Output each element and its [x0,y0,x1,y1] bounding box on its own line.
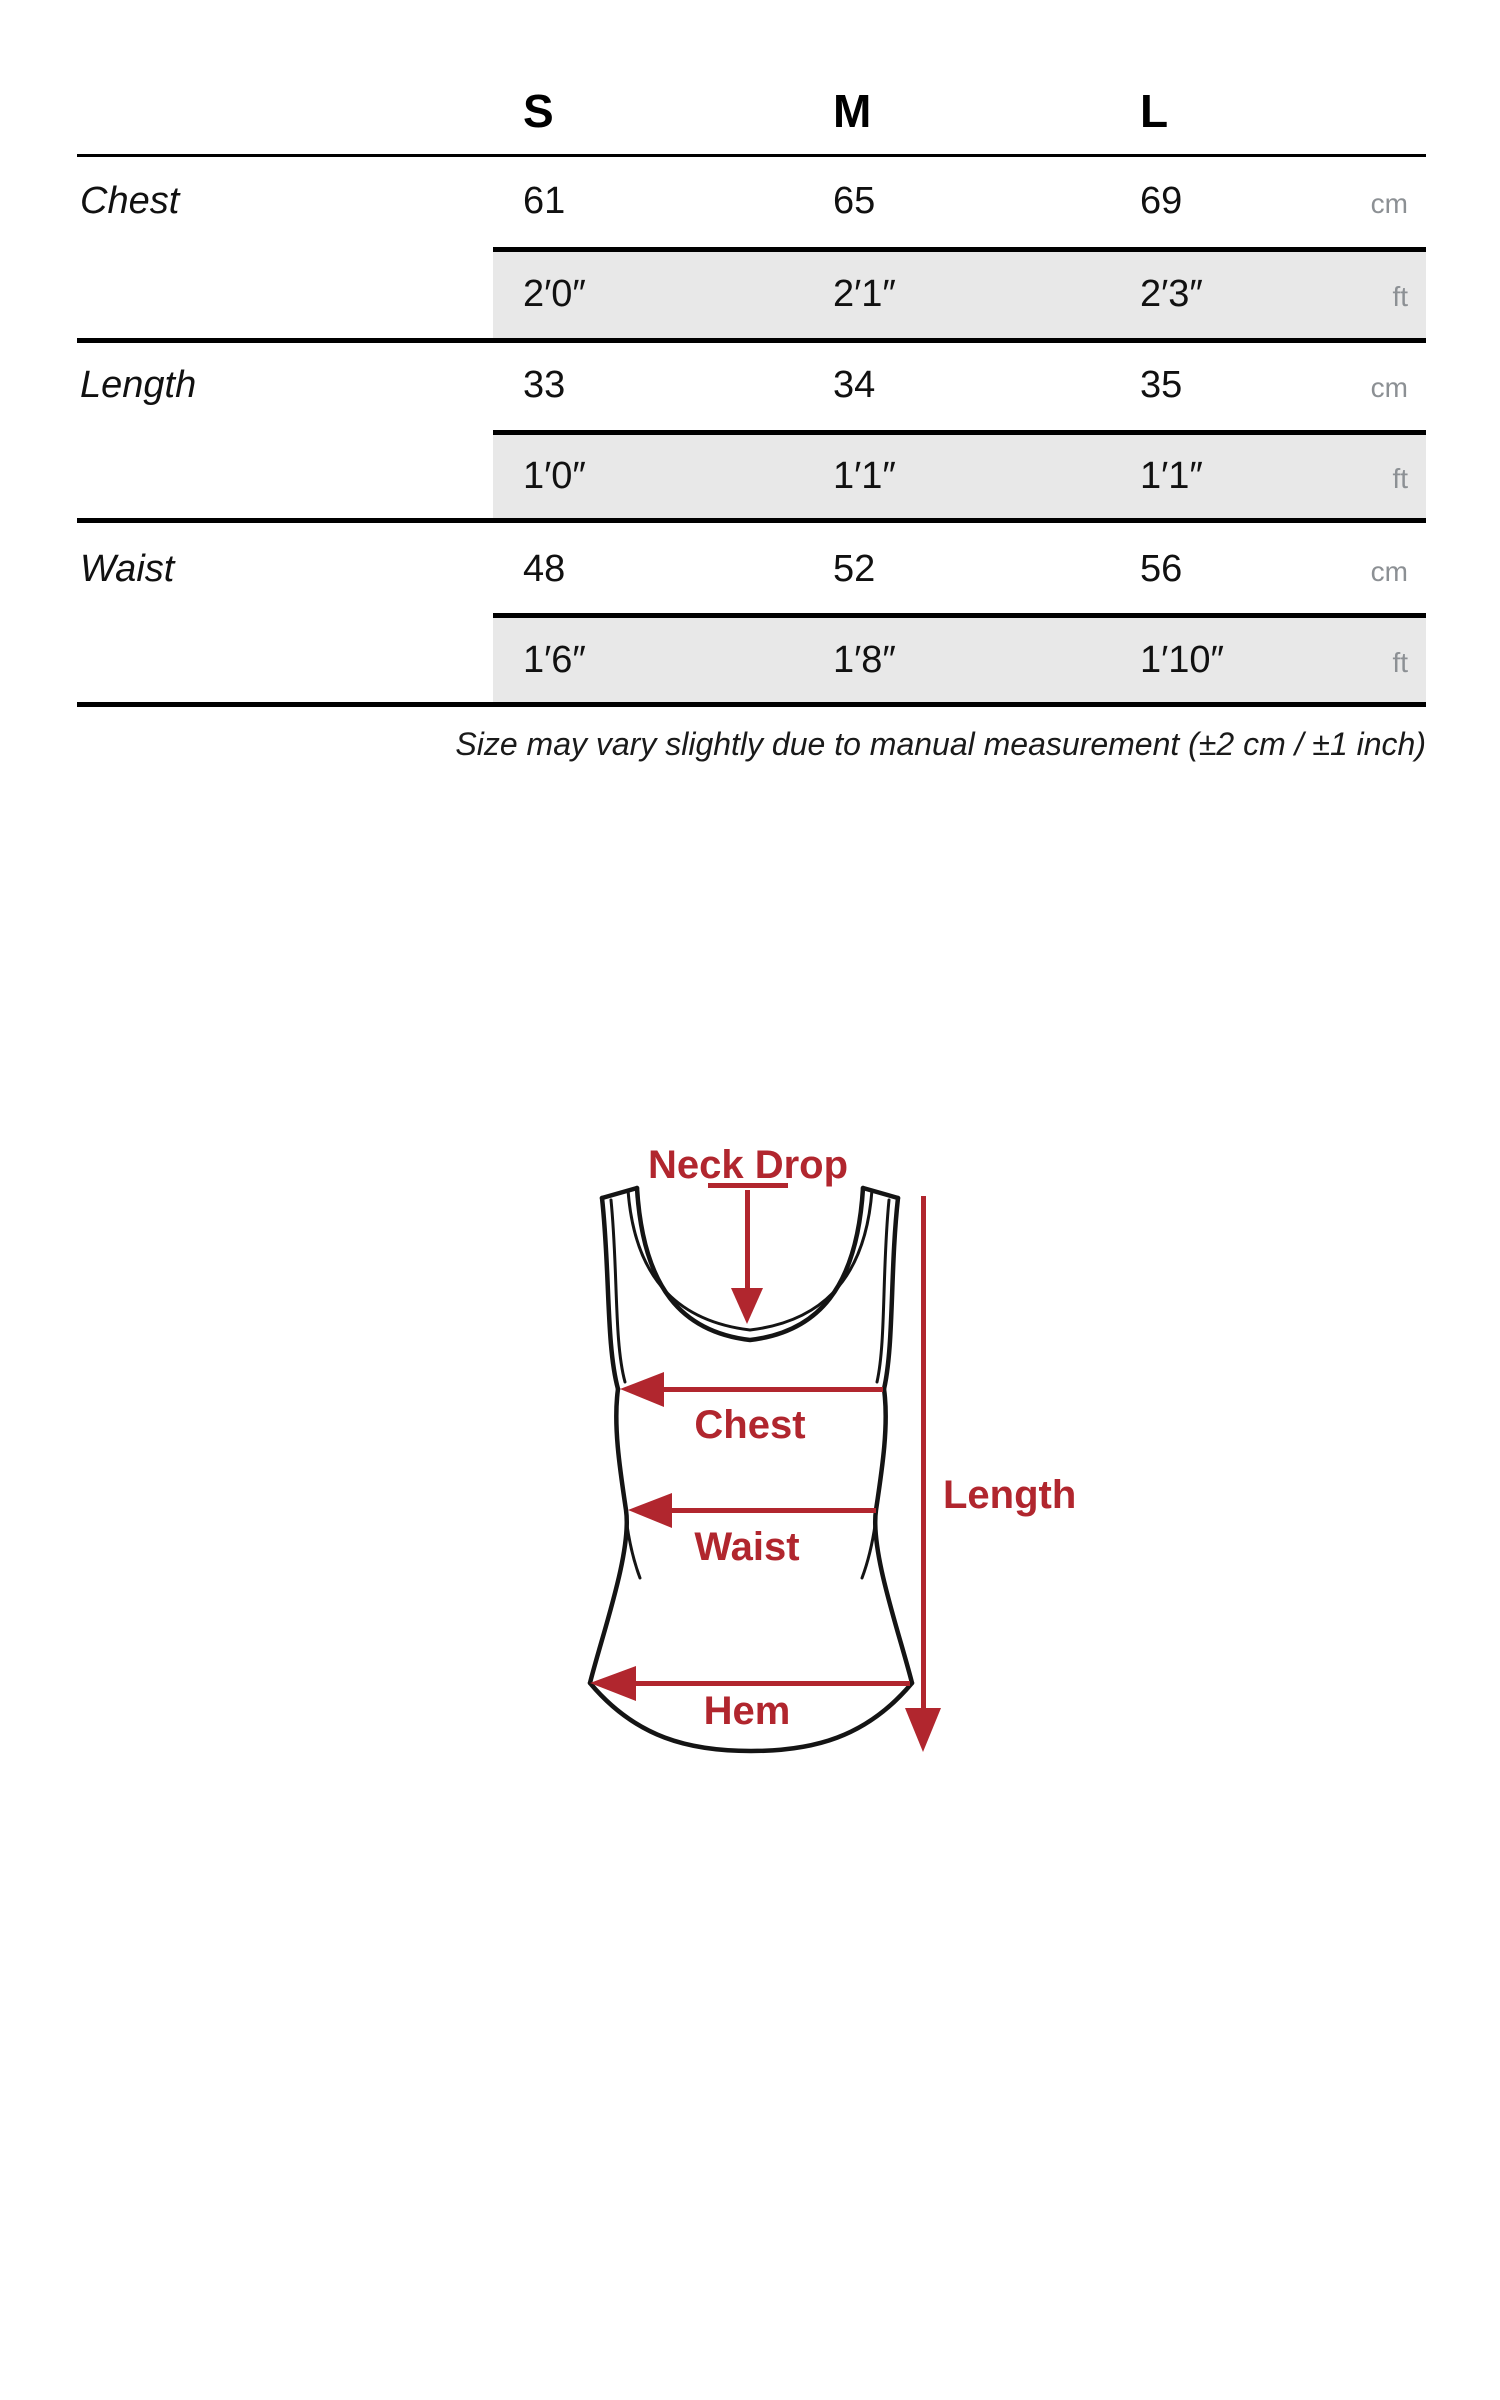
left-armhole-binding [609,1198,627,1384]
right-side-seam [872,1386,915,1686]
length-arrowhead-down [905,1708,941,1752]
value-length-s-cm: 33 [523,364,566,406]
left-side-seam [587,1386,630,1686]
length-label: Length [943,1473,1076,1517]
table-rule-section [77,518,1426,523]
value-length-l-cm: 35 [1140,364,1183,406]
garment-diagram: Neck Drop Chest Waist Hem Length [587,1143,1076,1754]
value-waist-s-cm: 48 [523,548,566,590]
column-header-s: S [523,85,554,137]
column-header-m: M [833,85,872,137]
value-chest-s-cm: 61 [523,180,566,222]
right-hip-crease [860,1516,878,1580]
waist-arrowhead-left [628,1493,672,1528]
neck-drop-label: Neck Drop [648,1143,848,1187]
table-rule-bottom [77,702,1426,707]
value-waist-m-ft: 1′8″ [833,639,896,681]
left-strap-top-edge [599,1185,640,1201]
ft-row-band-waist [493,618,1426,702]
ft-row-band-length [493,435,1426,518]
hem-arrow-shaft [632,1681,910,1686]
value-waist-l-cm: 56 [1140,548,1183,590]
hem-label: Hem [704,1689,791,1733]
table-rule-section [77,338,1426,343]
unit-label-ft: ft [1392,463,1408,494]
value-waist-l-ft: 1′10″ [1140,639,1224,681]
chest-arrowhead-left [620,1372,664,1407]
hem-arrowhead-left [590,1666,636,1701]
row-label-length: Length [80,364,197,406]
measurement-annotations: Neck Drop Chest Waist Hem Length [590,1143,1076,1752]
left-armhole-edge [599,1195,621,1392]
waist-label: Waist [694,1525,799,1569]
value-length-m-ft: 1′1″ [833,455,896,497]
row-label-waist: Waist [80,548,175,590]
left-hip-crease [624,1516,642,1580]
right-strap-top-edge [860,1185,901,1201]
table-rule-top [77,154,1426,157]
unit-label-cm: cm [1370,372,1408,403]
chest-label: Chest [694,1403,805,1447]
unit-label-ft: ft [1392,647,1408,678]
value-chest-m-ft: 2′1″ [833,273,896,315]
unit-label-ft: ft [1392,281,1408,312]
tank-top-outline [587,1185,915,1754]
neckline-edge [634,1185,866,1343]
right-armhole-binding [875,1198,891,1384]
length-arrow-shaft [921,1196,926,1712]
neckline-binding [626,1188,874,1332]
table-rule-partial [493,430,1426,435]
value-chest-s-ft: 2′0″ [523,273,586,315]
waist-arrow-shaft [668,1508,876,1513]
hem-curve [587,1680,915,1754]
unit-label-cm: cm [1370,188,1408,219]
chest-arrow-shaft [658,1387,883,1392]
neck-drop-underline [708,1183,788,1188]
column-header-l: L [1140,85,1169,137]
value-waist-m-cm: 52 [833,548,876,590]
value-length-m-cm: 34 [833,364,876,406]
measurement-disclaimer: Size may vary slightly due to manual mea… [455,726,1426,762]
unit-label-cm: cm [1370,556,1408,587]
value-chest-l-ft: 2′3″ [1140,273,1203,315]
neck-drop-arrow-shaft [745,1190,750,1292]
value-length-s-ft: 1′0″ [523,455,586,497]
right-armhole-edge [881,1195,901,1392]
value-length-l-ft: 1′1″ [1140,455,1203,497]
row-label-chest: Chest [80,180,180,222]
table-rule-partial [493,613,1426,618]
ft-row-band-chest [493,252,1426,338]
value-chest-m-cm: 65 [833,180,876,222]
value-chest-l-cm: 69 [1140,180,1183,222]
neck-drop-arrowhead-down [731,1288,763,1324]
value-waist-s-ft: 1′6″ [523,639,586,681]
table-rule-partial [493,247,1426,252]
